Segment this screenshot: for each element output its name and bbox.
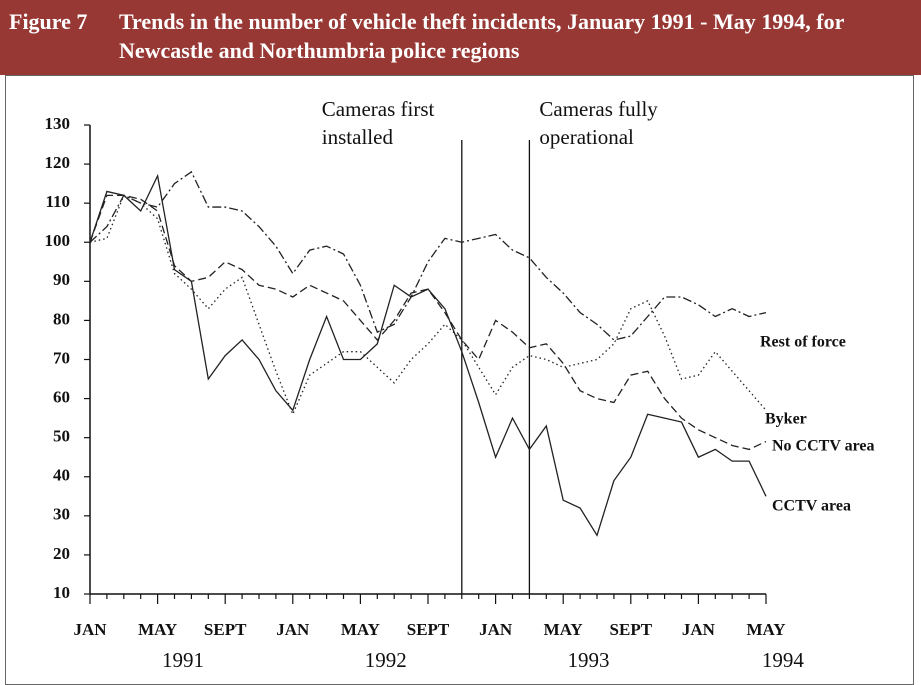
series-label: Rest of force: [760, 334, 846, 351]
year-label: 1992: [365, 648, 407, 672]
y-tick-label: 60: [53, 387, 70, 406]
y-tick-label: 90: [53, 270, 70, 289]
x-tick-label: MAY: [544, 620, 583, 639]
y-tick-label: 20: [53, 544, 70, 563]
x-tick-label: MAY: [341, 620, 380, 639]
header: Figure 7 Trends in the number of vehicle…: [0, 0, 921, 75]
event-label: Cameras first: [322, 97, 435, 121]
x-tick-label: JAN: [682, 620, 716, 639]
x-tick-label: JAN: [276, 620, 310, 639]
event-label: installed: [322, 125, 394, 149]
event-label: operational: [539, 125, 634, 149]
y-tick-label: 100: [45, 231, 71, 250]
series-line: [89, 170, 767, 341]
series-line: [89, 194, 767, 451]
x-tick-label: SEPT: [407, 620, 450, 639]
y-tick-label: 70: [53, 348, 70, 367]
y-tick-label: 120: [45, 153, 71, 172]
x-tick-label: MAY: [746, 620, 785, 639]
y-tick-label: 130: [45, 114, 71, 133]
year-label: 1993: [568, 648, 610, 672]
x-tick-label: JAN: [73, 620, 107, 639]
series-line: [89, 194, 767, 416]
y-tick-label: 110: [45, 192, 70, 211]
x-tick-label: SEPT: [204, 620, 247, 639]
event-label: Cameras fully: [539, 97, 658, 121]
x-tick-label: JAN: [479, 620, 513, 639]
y-tick-label: 30: [53, 505, 70, 524]
year-label: 1994: [762, 648, 805, 672]
figure-label: Figure 7: [9, 9, 88, 34]
y-tick-label: 50: [53, 427, 70, 446]
year-label: 1991: [162, 648, 204, 672]
y-tick-label: 10: [53, 583, 70, 602]
series-label: Byker: [765, 411, 807, 428]
series-label: CCTV area: [772, 498, 851, 515]
chart-title: Trends in the number of vehicle theft in…: [119, 9, 844, 63]
series-line: [89, 173, 767, 537]
y-tick-label: 80: [53, 309, 70, 328]
series-label: No CCTV area: [772, 438, 875, 455]
x-tick-label: SEPT: [610, 620, 653, 639]
y-tick-label: 40: [53, 466, 70, 485]
x-tick-label: MAY: [138, 620, 177, 639]
